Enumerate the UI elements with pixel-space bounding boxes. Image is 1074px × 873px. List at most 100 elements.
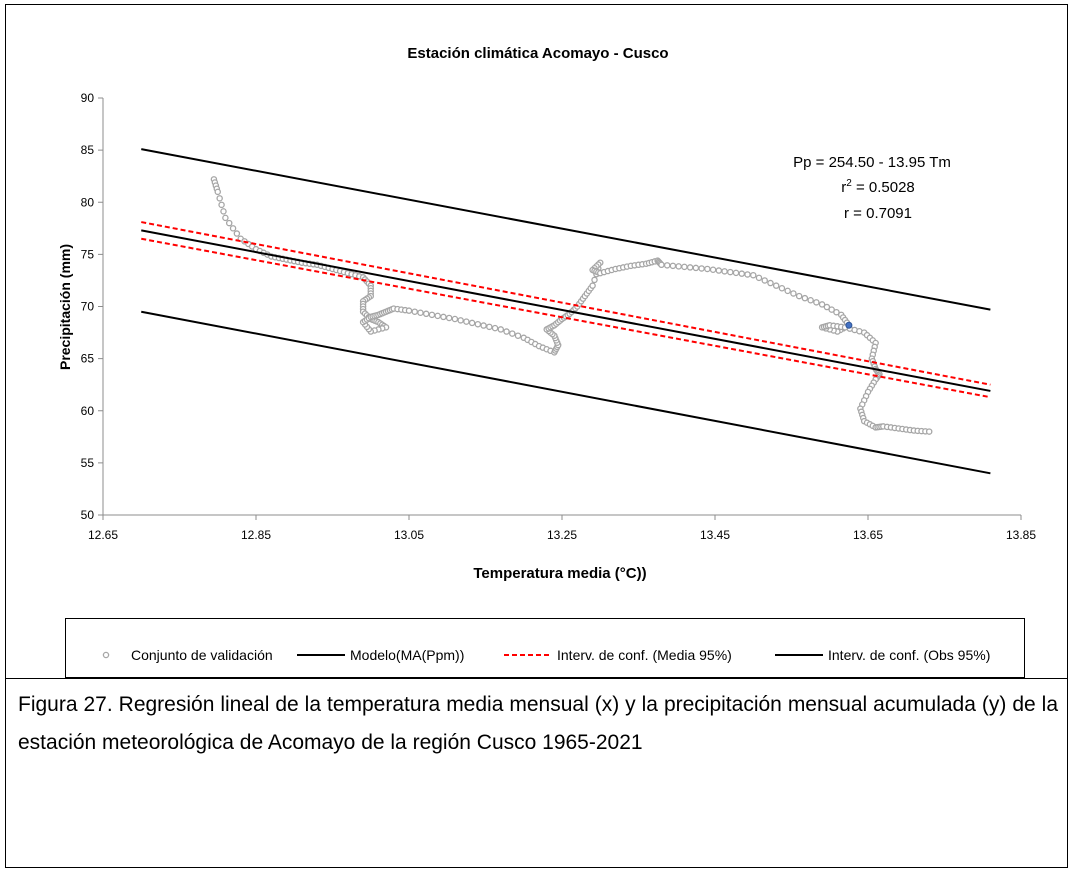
chart-title: Estación climática Acomayo - Cusco bbox=[407, 45, 668, 62]
y-tick-label: 90 bbox=[81, 91, 95, 105]
mean-confidence-line bbox=[141, 237, 991, 399]
equation-annotation: Pp = 254.50 - 13.95 Tm bbox=[793, 154, 951, 171]
ticks: 50 55 60 65 70 75 80 85 90 12.65 12.85 13.05 13.25 13… bbox=[81, 91, 1037, 542]
validation-point bbox=[233, 230, 241, 237]
validation-point bbox=[778, 285, 786, 292]
x-tick-label: 12.65 bbox=[88, 528, 118, 542]
validation-point bbox=[925, 428, 933, 435]
obs-confidence-line bbox=[141, 310, 991, 475]
validation-point bbox=[833, 308, 840, 316]
validation-point bbox=[440, 313, 447, 321]
validation-point bbox=[229, 225, 237, 232]
validation-point bbox=[468, 319, 476, 327]
validation-point bbox=[686, 264, 694, 271]
validation-point bbox=[411, 308, 418, 315]
figure-caption: Figura 27. Regresión lineal de la temper… bbox=[18, 693, 1058, 754]
validation-point bbox=[715, 267, 723, 274]
obs-confidence-line bbox=[141, 148, 991, 311]
legend-item: Interv. de conf. (Obs 95%) bbox=[775, 647, 990, 663]
x-tick-label: 13.45 bbox=[700, 528, 730, 542]
validation-point bbox=[663, 262, 671, 269]
model-line bbox=[141, 229, 991, 392]
validation-point bbox=[480, 322, 487, 329]
validation-point bbox=[434, 312, 441, 320]
validation-point bbox=[704, 265, 711, 273]
validation-point bbox=[225, 219, 233, 227]
validation-point bbox=[422, 310, 430, 318]
y-tick-label: 70 bbox=[81, 300, 95, 314]
caption-separator bbox=[5, 678, 1068, 679]
regression-chart: Estación climática Acomayo - Cusco 50 55 6… bbox=[57, 45, 1037, 663]
validation-point bbox=[727, 268, 734, 276]
figure-frame bbox=[5, 4, 1068, 868]
r2-sup: 2 bbox=[846, 178, 852, 189]
x-tick-label: 13.65 bbox=[853, 528, 883, 542]
legend-label: Interv. de conf. (Media 95%) bbox=[557, 647, 732, 663]
validation-point bbox=[486, 323, 493, 331]
r2-rest: = 0.5028 bbox=[852, 179, 915, 196]
y-tick-label: 85 bbox=[81, 143, 95, 157]
y-tick-label: 60 bbox=[81, 404, 95, 418]
validation-point bbox=[509, 330, 516, 337]
validation-point bbox=[828, 306, 835, 313]
validation-point bbox=[744, 271, 751, 278]
x-tick-label: 13.85 bbox=[1006, 528, 1036, 542]
validation-point bbox=[497, 326, 505, 333]
validation-point bbox=[445, 314, 453, 322]
validation-point bbox=[721, 268, 728, 275]
validation-point bbox=[738, 270, 746, 277]
validation-point bbox=[658, 261, 665, 269]
validation-point bbox=[474, 320, 482, 328]
legend: Conjunto de validación Modelo(MA(Ppm)) Int… bbox=[102, 647, 990, 663]
validation-point bbox=[750, 271, 757, 279]
x-tick-label: 12.85 bbox=[241, 528, 271, 542]
x-tick-label: 13.05 bbox=[394, 528, 424, 542]
validation-point bbox=[807, 296, 814, 304]
series-layer bbox=[141, 148, 991, 475]
y-axis-label: Precipitación (mm) bbox=[57, 244, 73, 370]
validation-point bbox=[772, 282, 780, 289]
validation-point bbox=[709, 266, 717, 274]
legend-item: Modelo(MA(Ppm)) bbox=[297, 647, 464, 663]
validation-point bbox=[818, 301, 826, 308]
validation-point bbox=[463, 318, 470, 325]
validation-point bbox=[220, 208, 227, 215]
y-tick-label: 80 bbox=[81, 195, 95, 209]
validation-point bbox=[405, 307, 413, 314]
validation-point bbox=[451, 315, 459, 323]
validation-point bbox=[767, 279, 774, 287]
validation-point bbox=[692, 264, 700, 272]
y-tick-label: 75 bbox=[81, 247, 95, 261]
validation-point bbox=[732, 269, 740, 277]
validation-point bbox=[218, 201, 225, 209]
highlight-point bbox=[845, 321, 853, 329]
legend-item: Conjunto de validación bbox=[102, 647, 273, 663]
validation-point bbox=[428, 311, 436, 319]
validation-point bbox=[669, 262, 677, 270]
r2-annotation: r2 = 0.5028 bbox=[841, 178, 915, 196]
validation-point bbox=[698, 265, 705, 272]
validation-point bbox=[801, 294, 809, 302]
validation-point bbox=[214, 188, 221, 196]
legend-label: Modelo(MA(Ppm)) bbox=[350, 647, 464, 663]
mean-confidence-line bbox=[141, 221, 991, 386]
y-tick-label: 55 bbox=[81, 456, 95, 470]
validation-point bbox=[222, 214, 229, 222]
validation-point bbox=[417, 309, 424, 317]
validation-point bbox=[589, 282, 596, 289]
validation-point bbox=[823, 303, 831, 311]
validation-point bbox=[503, 328, 510, 335]
legend-marker bbox=[102, 651, 110, 659]
legend-label: Conjunto de validación bbox=[131, 647, 273, 663]
validation-point bbox=[457, 317, 464, 324]
validation-point bbox=[216, 195, 223, 202]
legend-label: Interv. de conf. (Obs 95%) bbox=[828, 647, 990, 663]
validation-point bbox=[784, 287, 791, 295]
y-tick-label: 65 bbox=[81, 352, 95, 366]
validation-point bbox=[514, 332, 522, 339]
validation-point bbox=[795, 292, 803, 300]
validation-point bbox=[591, 276, 598, 284]
validation-point bbox=[790, 290, 797, 297]
validation-point bbox=[491, 324, 499, 332]
validation-point bbox=[755, 274, 763, 282]
